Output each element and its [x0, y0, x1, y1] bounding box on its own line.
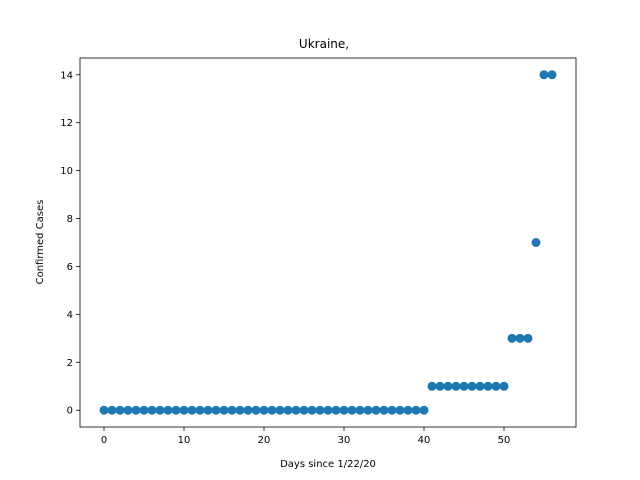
data-point — [395, 405, 405, 415]
data-point — [163, 405, 173, 415]
data-point — [339, 405, 349, 415]
data-point — [195, 405, 205, 415]
data-point — [331, 405, 341, 415]
y-tick-label: 6 — [67, 262, 73, 273]
data-point — [371, 405, 381, 415]
y-axis-ticks: 0 2 4 6 8 10 12 14 — [60, 70, 80, 417]
x-axis-label: Days since 1/22/20 — [280, 459, 376, 470]
data-point — [315, 405, 325, 415]
data-point — [115, 405, 125, 415]
data-point — [419, 405, 429, 415]
data-point — [491, 381, 501, 391]
data-point — [427, 381, 437, 391]
x-tick-label: 20 — [258, 435, 271, 446]
y-tick-label: 10 — [60, 166, 73, 177]
data-point — [235, 405, 245, 415]
data-point — [283, 405, 293, 415]
data-point — [211, 405, 221, 415]
data-point — [451, 381, 461, 391]
x-tick-label: 40 — [418, 435, 431, 446]
data-point — [347, 405, 357, 415]
data-point — [363, 405, 373, 415]
data-point — [443, 381, 453, 391]
data-point — [179, 405, 189, 415]
data-point — [403, 405, 413, 415]
data-point — [299, 405, 309, 415]
data-point — [499, 381, 509, 391]
data-point — [267, 405, 277, 415]
data-point — [475, 381, 485, 391]
data-point — [523, 333, 533, 343]
data-point — [483, 381, 493, 391]
x-tick-label: 10 — [178, 435, 191, 446]
data-point — [379, 405, 389, 415]
data-points — [99, 70, 557, 415]
data-point — [139, 405, 149, 415]
data-point — [531, 238, 541, 247]
data-point — [147, 405, 157, 415]
data-point — [507, 333, 517, 343]
data-point — [459, 381, 469, 391]
data-point — [275, 405, 285, 415]
y-tick-label: 12 — [60, 118, 73, 129]
data-point — [323, 405, 333, 415]
data-point — [131, 405, 141, 415]
data-point — [219, 405, 229, 415]
data-point — [539, 70, 549, 80]
data-point — [307, 405, 317, 415]
data-point — [107, 405, 117, 415]
data-point — [155, 405, 165, 415]
data-point — [203, 405, 213, 415]
data-point — [171, 405, 181, 415]
data-point — [467, 381, 477, 391]
data-point — [243, 405, 253, 415]
data-point — [435, 381, 445, 391]
data-point — [251, 405, 261, 415]
data-point — [411, 405, 421, 415]
chart-title: Ukraine, — [299, 37, 349, 51]
data-point — [99, 405, 109, 415]
y-tick-label: 4 — [67, 310, 73, 321]
data-point — [187, 405, 197, 415]
x-tick-label: 30 — [338, 435, 351, 446]
x-tick-label: 50 — [498, 435, 511, 446]
plot-frame — [79, 57, 577, 428]
x-tick-label: 0 — [101, 435, 107, 446]
y-axis-label: Confirmed Cases — [35, 200, 46, 285]
data-point — [355, 405, 365, 415]
data-point — [227, 405, 237, 415]
data-point — [259, 405, 269, 415]
data-point — [547, 70, 557, 80]
y-tick-label: 0 — [67, 406, 73, 417]
data-point — [291, 405, 301, 415]
data-point — [387, 405, 397, 415]
data-point — [123, 405, 133, 415]
x-axis-ticks: 0 10 20 30 40 50 — [101, 427, 511, 446]
data-point — [515, 333, 525, 343]
y-tick-label: 14 — [60, 70, 73, 81]
y-tick-label: 2 — [67, 358, 73, 369]
y-tick-label: 8 — [67, 214, 73, 225]
